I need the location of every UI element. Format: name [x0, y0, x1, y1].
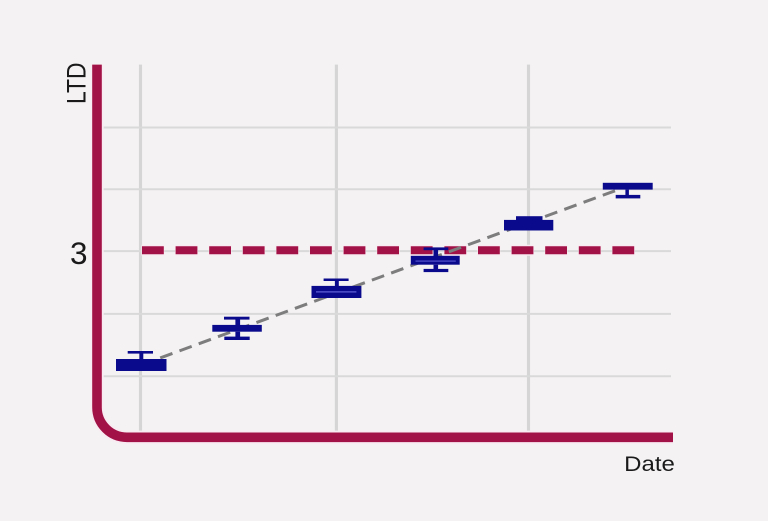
svg-text:LTD: LTD — [61, 63, 91, 105]
svg-text:3: 3 — [70, 235, 88, 271]
svg-text:Date: Date — [624, 452, 675, 476]
